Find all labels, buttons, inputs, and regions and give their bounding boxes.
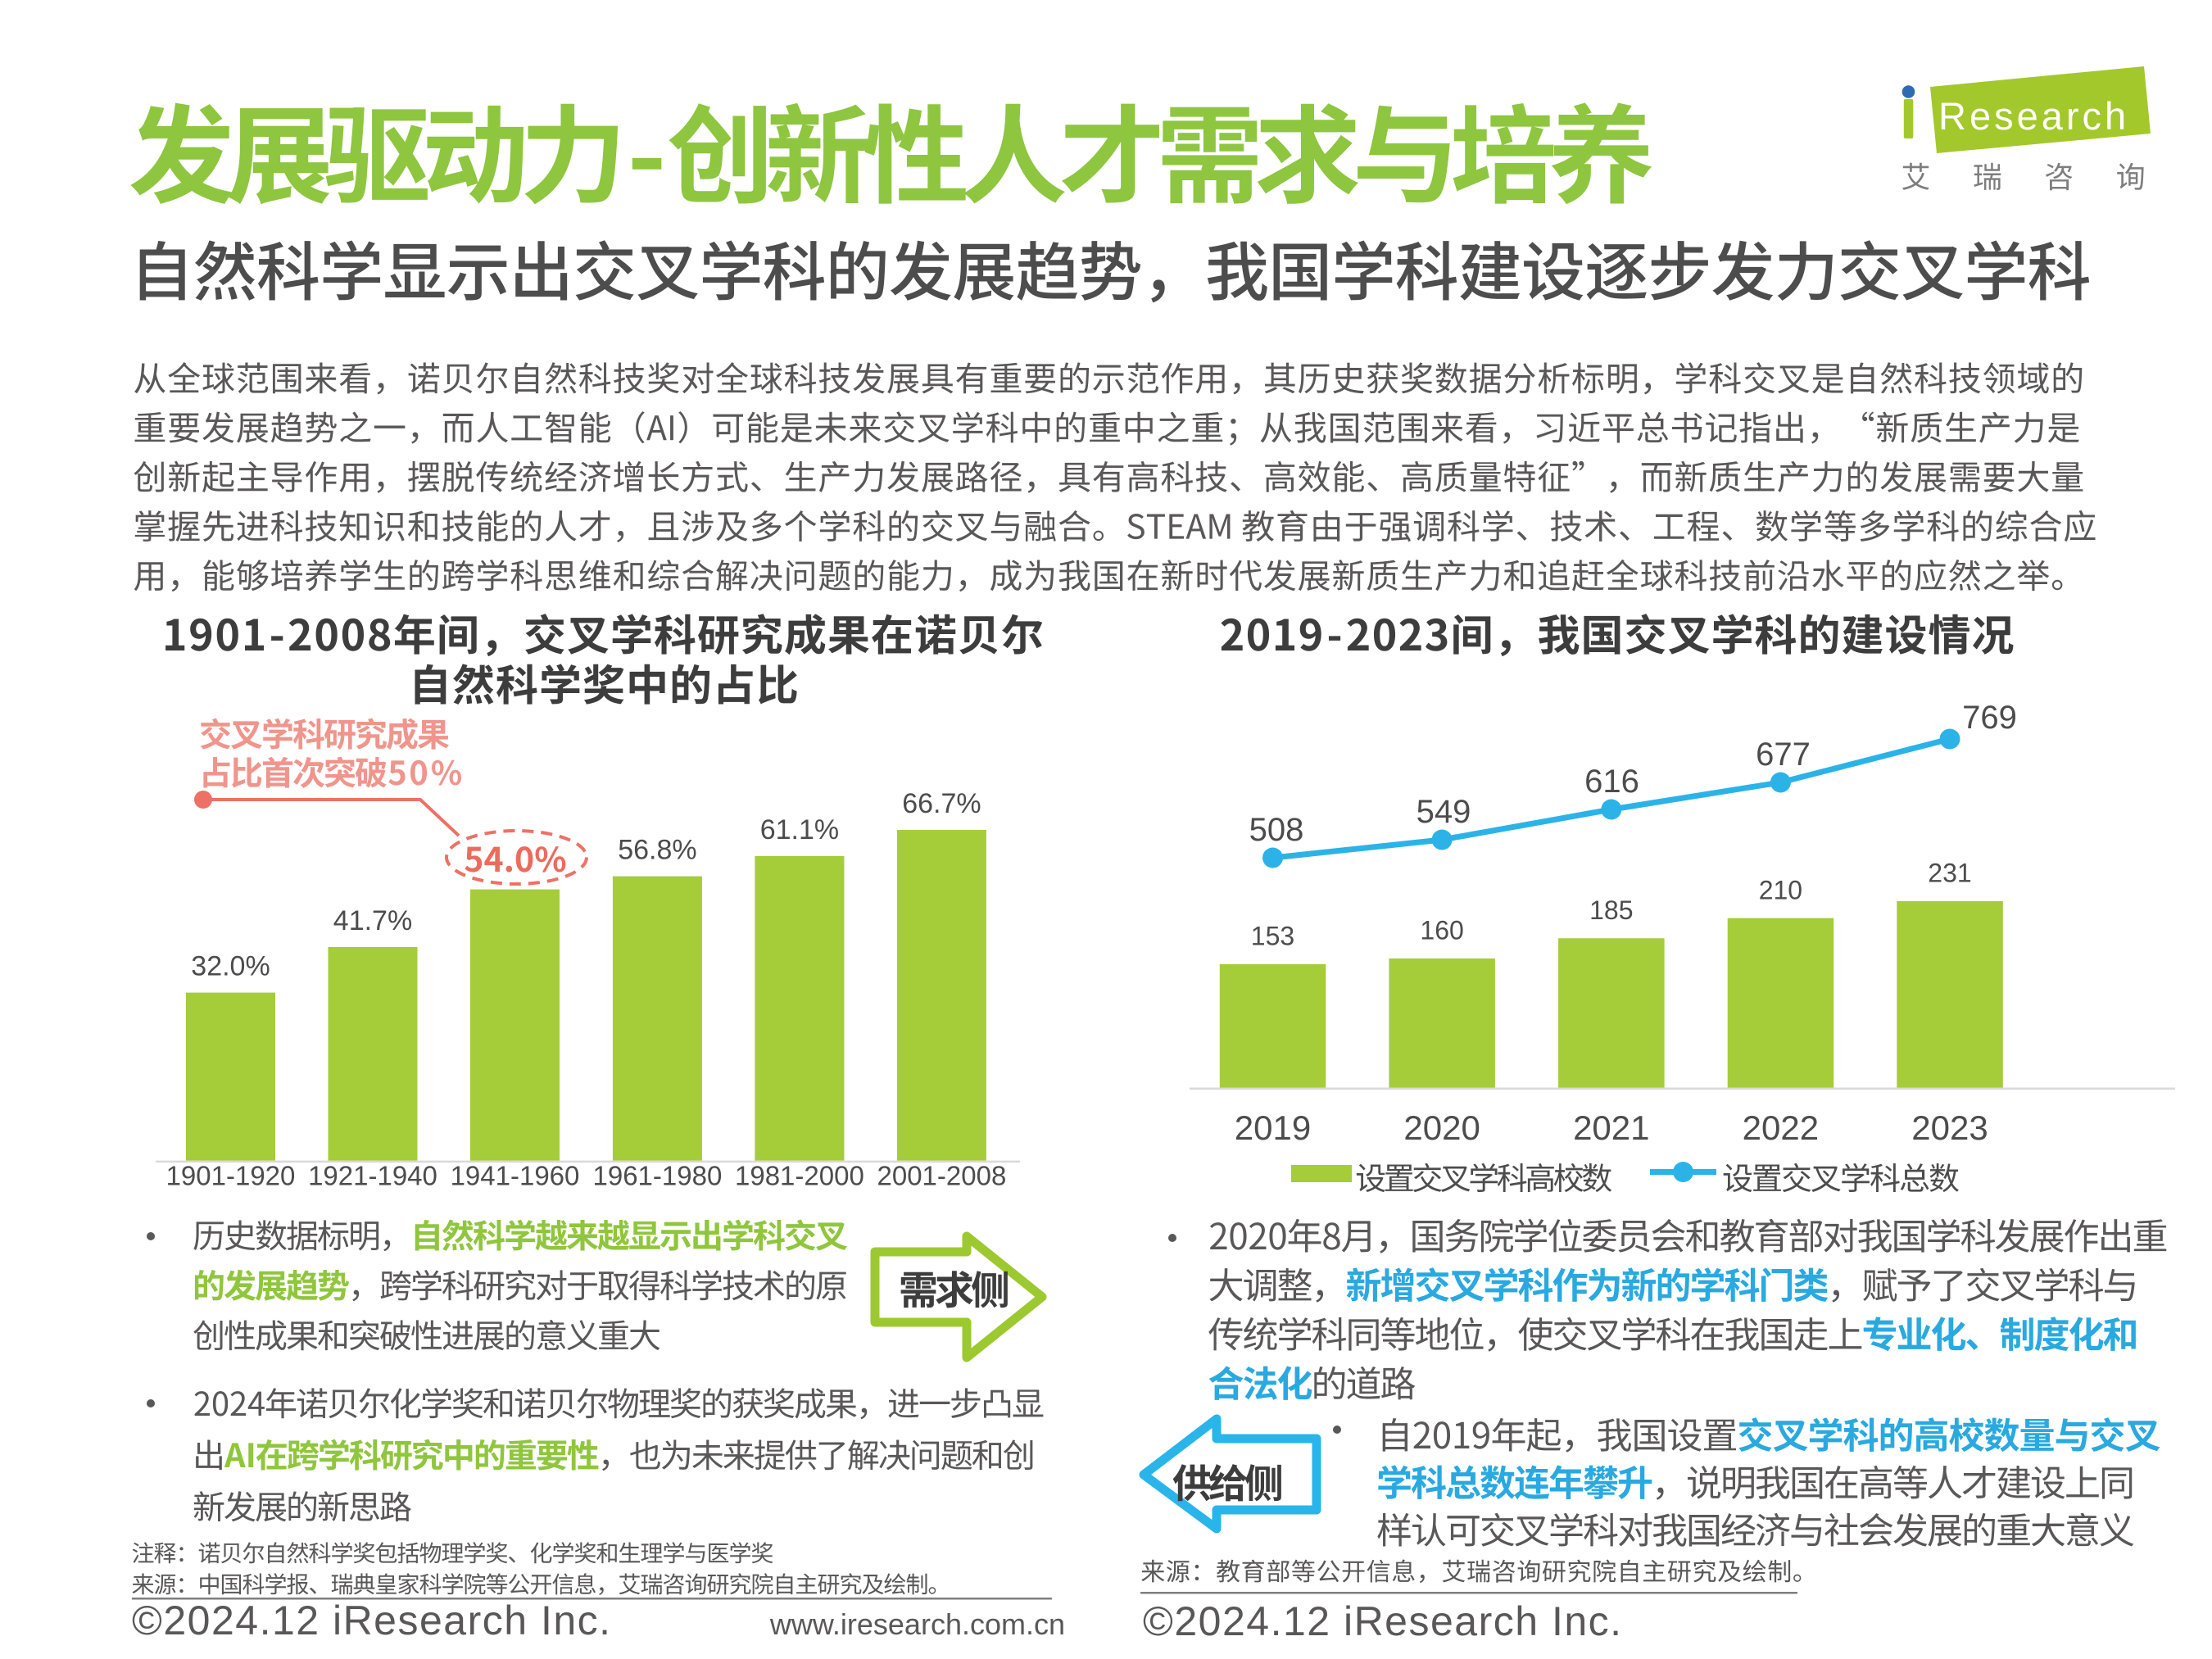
svg-text:2021: 2021 xyxy=(1573,1108,1649,1147)
svg-text:231: 231 xyxy=(1928,859,1971,888)
svg-text:56.8%: 56.8% xyxy=(618,835,696,866)
svg-text:153: 153 xyxy=(1251,921,1294,950)
svg-text:©2024.12 iResearch Inc.: ©2024.12 iResearch Inc. xyxy=(132,1598,612,1643)
svg-text:677: 677 xyxy=(1756,737,1811,773)
svg-text:1921-1940: 1921-1940 xyxy=(308,1161,437,1191)
svg-text:66.7%: 66.7% xyxy=(902,788,981,819)
svg-text:2020: 2020 xyxy=(1403,1108,1480,1147)
svg-text:508: 508 xyxy=(1249,812,1304,848)
svg-text:2022: 2022 xyxy=(1743,1108,1819,1147)
svg-text:©2024.12 iResearch Inc.: ©2024.12 iResearch Inc. xyxy=(1143,1598,1623,1644)
svg-text:32.0%: 32.0% xyxy=(191,951,270,982)
svg-text:1941-1960: 1941-1960 xyxy=(451,1161,580,1191)
svg-text:210: 210 xyxy=(1759,875,1802,904)
svg-text:185: 185 xyxy=(1589,895,1633,925)
svg-text:1981-2000: 1981-2000 xyxy=(735,1161,864,1191)
svg-text:616: 616 xyxy=(1584,764,1639,800)
svg-text:www.iresearch.com.cn: www.iresearch.com.cn xyxy=(769,1607,1065,1641)
svg-text:2019: 2019 xyxy=(1235,1108,1311,1147)
svg-text:160: 160 xyxy=(1420,916,1463,945)
svg-text:1961-1980: 1961-1980 xyxy=(592,1161,722,1191)
svg-text:1901-1920: 1901-1920 xyxy=(166,1161,296,1191)
svg-text:549: 549 xyxy=(1416,794,1471,830)
svg-text:41.7%: 41.7% xyxy=(333,905,412,936)
svg-text:61.1%: 61.1% xyxy=(760,814,839,845)
svg-text:Research: Research xyxy=(1938,94,2129,138)
svg-text:2001-2008: 2001-2008 xyxy=(877,1161,1006,1191)
svg-text:2023: 2023 xyxy=(1911,1108,1988,1147)
svg-text:769: 769 xyxy=(1962,700,2017,736)
